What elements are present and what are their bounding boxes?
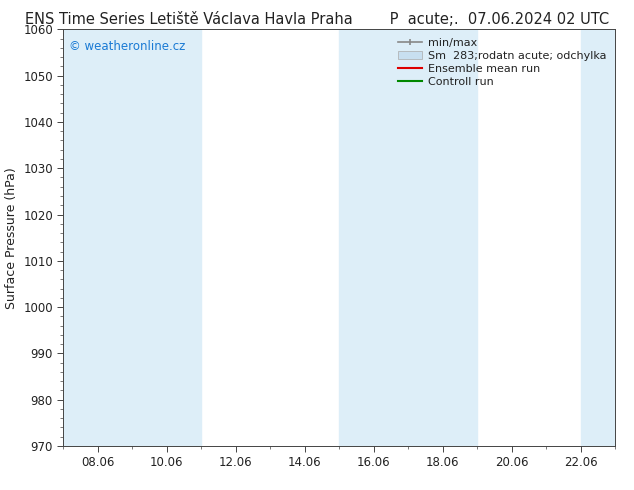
Bar bbox=[339, 29, 408, 446]
Text: © weatheronline.cz: © weatheronline.cz bbox=[69, 40, 185, 53]
Text: ENS Time Series Letiště Václava Havla Praha        P  acute;.  07.06.2024 02 UTC: ENS Time Series Letiště Václava Havla Pr… bbox=[25, 12, 609, 27]
Bar bbox=[63, 29, 133, 446]
Legend: min/max, Sm  283;rodatn acute; odchylka, Ensemble mean run, Controll run: min/max, Sm 283;rodatn acute; odchylka, … bbox=[394, 35, 609, 90]
Bar bbox=[133, 29, 202, 446]
Bar bbox=[581, 29, 615, 446]
Bar bbox=[408, 29, 477, 446]
Y-axis label: Surface Pressure (hPa): Surface Pressure (hPa) bbox=[4, 167, 18, 309]
